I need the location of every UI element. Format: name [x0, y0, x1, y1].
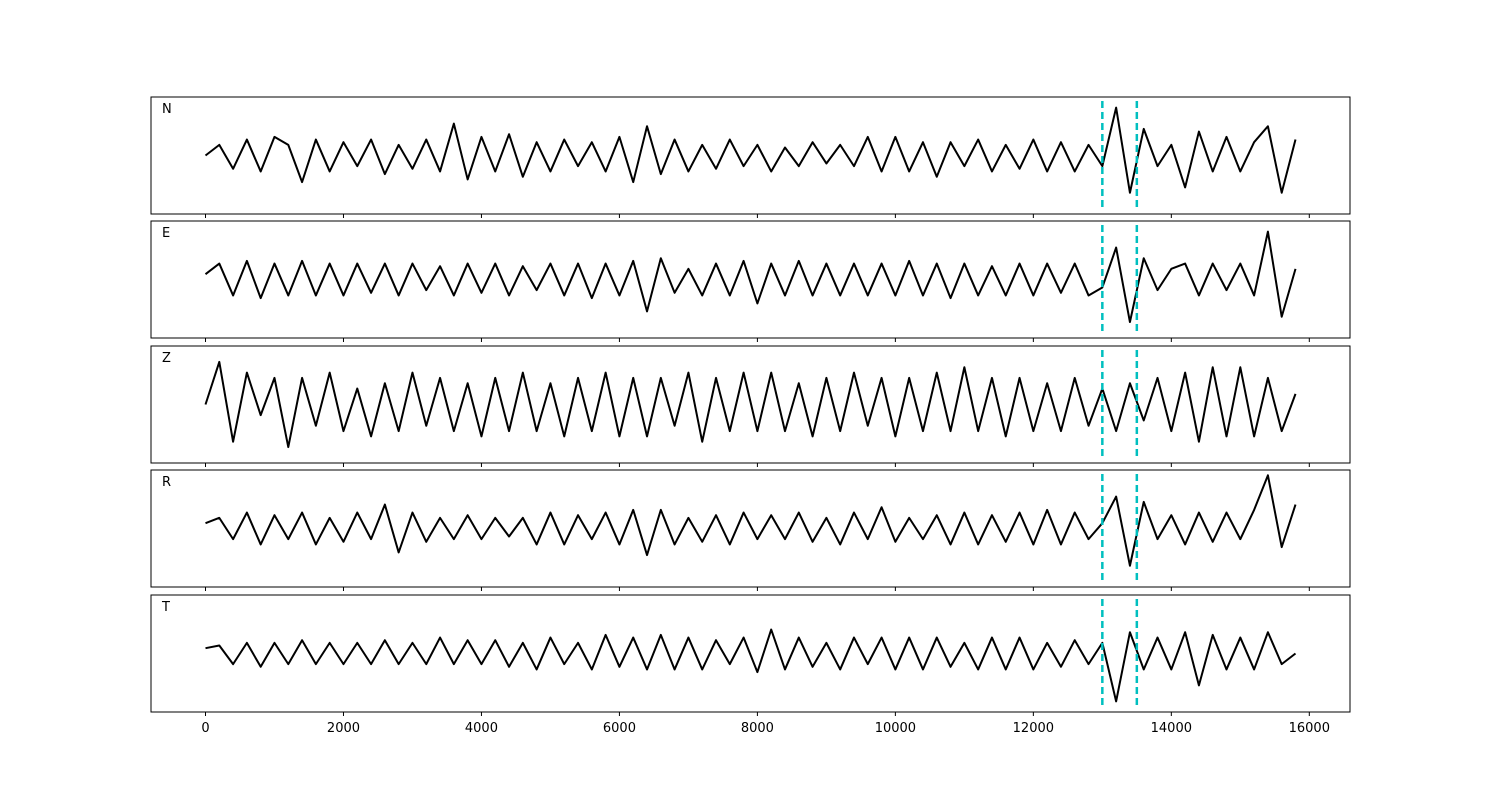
x-tick-label: 16000	[1289, 721, 1330, 736]
x-tick-label: 0	[201, 721, 209, 736]
x-tick-label: 4000	[465, 721, 498, 736]
x-tick-label: 8000	[741, 721, 774, 736]
waveform	[205, 628, 1297, 703]
x-tick-label: 12000	[1013, 721, 1054, 736]
panel-label: E	[162, 226, 170, 241]
x-tick-label: 14000	[1151, 721, 1192, 736]
panel-label: N	[162, 102, 172, 117]
panel-label: R	[162, 475, 171, 490]
waveform	[204, 230, 1297, 324]
panel-label: Z	[162, 351, 171, 366]
panel-label: T	[161, 600, 170, 615]
waveform	[205, 474, 1297, 567]
axes-frame	[150, 345, 1351, 464]
axes-frame	[150, 220, 1351, 339]
axes-frame	[150, 96, 1351, 215]
x-tick-label: 10000	[875, 721, 916, 736]
axes-frame	[150, 469, 1351, 588]
axes-frame	[150, 594, 1351, 713]
x-tick-label: 6000	[603, 721, 636, 736]
waveform	[204, 106, 1297, 194]
x-tick-label: 2000	[327, 721, 360, 736]
waveform	[204, 360, 1297, 449]
